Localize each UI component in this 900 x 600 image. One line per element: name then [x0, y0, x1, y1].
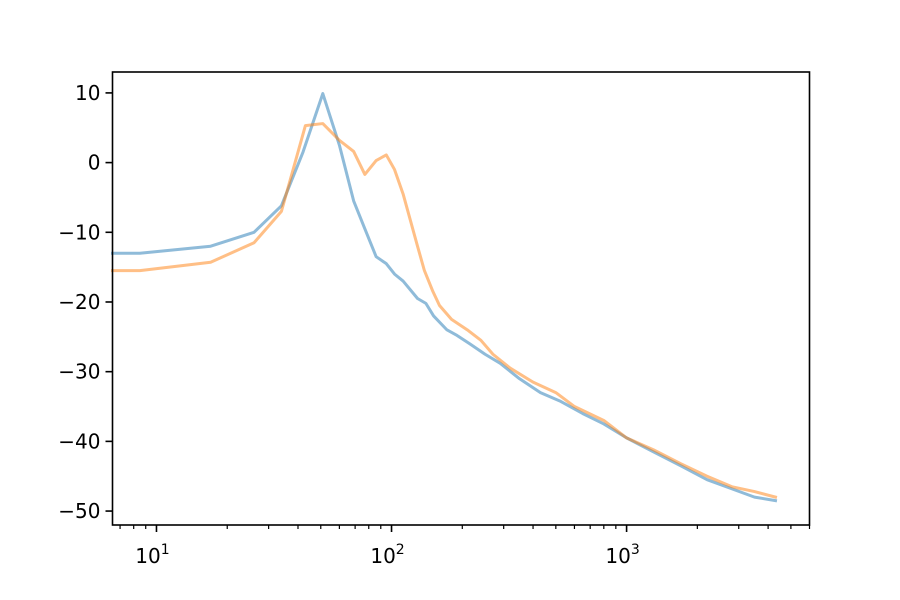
x-tick-label: 103: [605, 542, 639, 568]
series-line-2: [111, 122, 778, 499]
series-layer: [111, 92, 778, 503]
y-axis: 10 0 −10 −20 −30 −40 −50: [58, 81, 113, 523]
y-tick-label: 10: [75, 81, 100, 105]
x-tick-exponent: 1: [161, 542, 170, 558]
x-tick-base: 10: [370, 544, 395, 568]
plot-frame: [111, 71, 811, 526]
y-tick-label: 0: [88, 151, 101, 175]
y-tick-label: −40: [58, 429, 100, 453]
y-tick-label: −30: [58, 360, 100, 384]
x-tick-base: 10: [135, 544, 160, 568]
x-axis: 101 102 103: [119, 525, 811, 568]
x-tick-exponent: 2: [396, 542, 405, 558]
y-tick-label: −10: [58, 220, 100, 244]
y-tick-label: −20: [58, 290, 100, 314]
x-tick-exponent: 3: [631, 542, 640, 558]
x-tick-label: 102: [370, 542, 404, 568]
x-tick-base: 10: [605, 544, 630, 568]
x-tick-label: 101: [135, 542, 169, 568]
y-tick-label: −50: [58, 499, 100, 523]
